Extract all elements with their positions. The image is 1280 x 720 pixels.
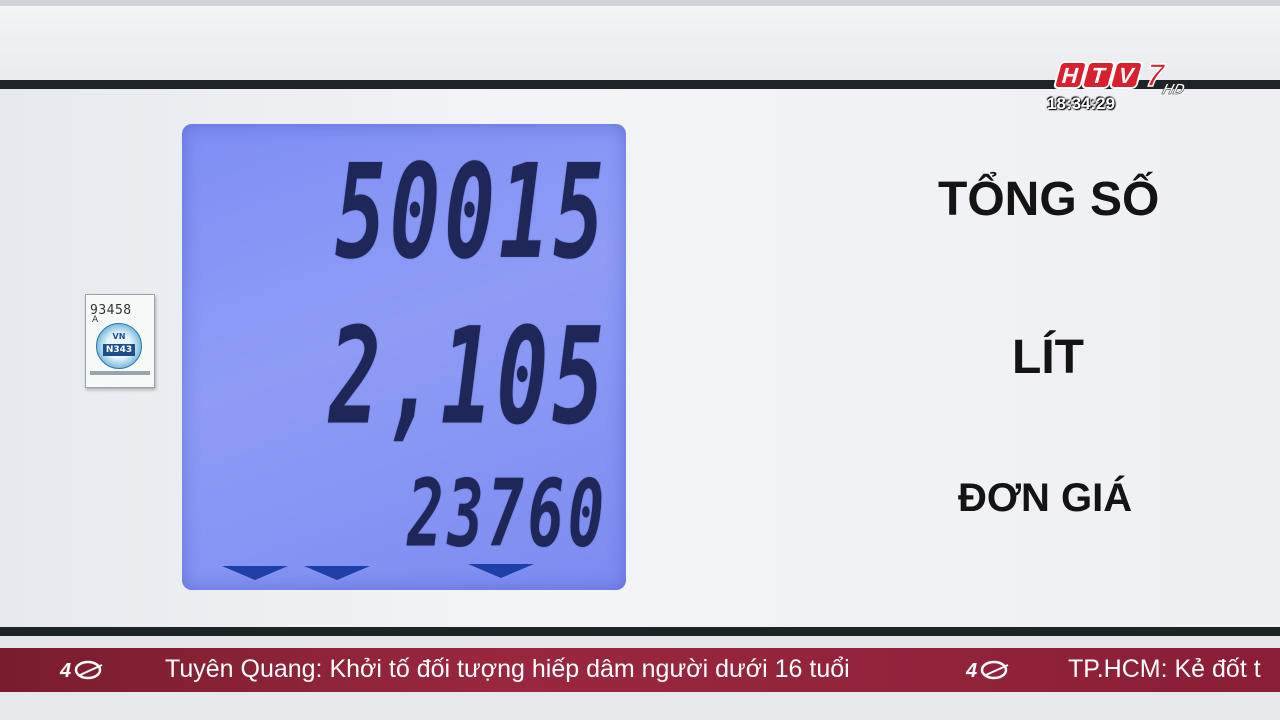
lcd-indicator-arrow (222, 566, 288, 580)
news-ticker: 4 Tuyên Quang: Khởi tố đối tượng hiếp dâ… (0, 648, 1280, 692)
svg-text:V: V (1116, 63, 1137, 88)
lcd-liters: 2,105 (329, 300, 608, 455)
svg-text:HD: HD (1160, 81, 1186, 98)
broadcast-clock: 18:34:29 (1047, 94, 1116, 113)
inspection-seal-sticker: 93458 A VN N343 (85, 294, 155, 388)
lcd-indicator-arrow (468, 564, 534, 578)
seal-code: N343 (103, 344, 135, 356)
pump-bottom-housing (0, 636, 1280, 648)
lcd-total-amount: 50015 (335, 136, 608, 288)
channel-logo: H T V 7 HD (1053, 58, 1187, 98)
lcd-unit-price: 23760 (407, 460, 608, 569)
ticker-headline: TP.HCM: Kẻ đốt t (1068, 655, 1261, 683)
housing-edge (0, 0, 1280, 6)
label-unit-price: ĐƠN GIÁ (958, 476, 1133, 520)
lcd-screen: 50015 2,105 23760 (182, 124, 626, 590)
lcd-indicator-arrow (304, 566, 370, 580)
svg-text:4: 4 (965, 660, 977, 681)
screen-bottom-area (0, 692, 1280, 720)
pump-top-housing (0, 0, 1280, 82)
label-liters: LÍT (1012, 331, 1084, 384)
label-total: TỔNG SỐ (938, 173, 1160, 226)
ticker-separator-icon: 4 (965, 660, 1009, 681)
ticker-separator-icon: 4 (59, 660, 103, 681)
ticker-headline: Tuyên Quang: Khởi tố đối tượng hiếp dâm … (165, 655, 850, 683)
seal-fine-print (90, 371, 150, 375)
seal-letter: A (92, 315, 99, 325)
svg-text:H: H (1059, 63, 1081, 88)
svg-text:4: 4 (59, 660, 71, 681)
seal-number: 93458 (90, 303, 132, 318)
seal-country: VN (112, 332, 126, 341)
seal-emblem: VN N343 (96, 323, 142, 369)
